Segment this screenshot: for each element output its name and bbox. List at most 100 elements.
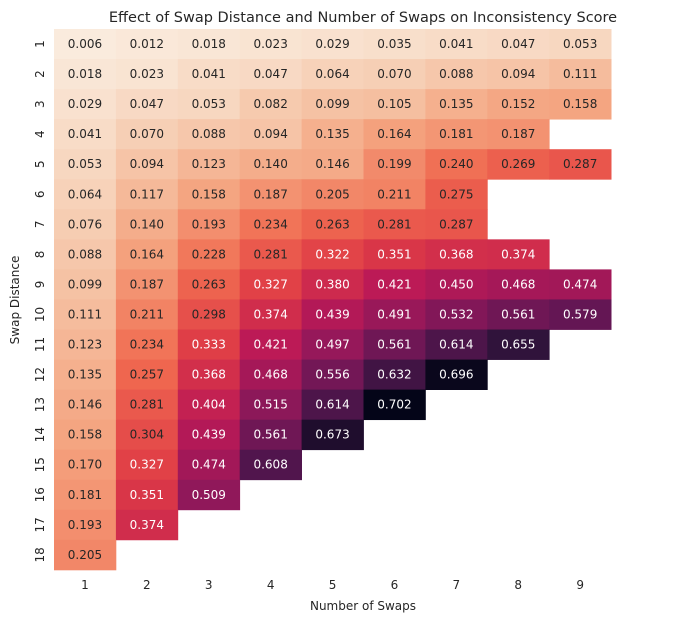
cell-value-label: 0.082	[253, 97, 287, 111]
heatmap-cell	[487, 239, 550, 270]
heatmap-cell	[115, 59, 179, 90]
heatmap-cell	[549, 89, 612, 120]
cell-value-label: 0.018	[192, 37, 226, 51]
heatmap-cell	[363, 59, 426, 90]
cell-value-label: 0.240	[439, 157, 473, 171]
y-tick-label: 14	[33, 427, 47, 442]
cell-value-label: 0.509	[192, 488, 226, 502]
heatmap-cell	[115, 209, 179, 240]
heatmap-cell	[487, 269, 550, 300]
cell-value-label: 0.111	[563, 67, 597, 81]
cell-value-label: 0.099	[315, 97, 349, 111]
cell-value-label: 0.158	[192, 187, 226, 201]
heatmap-cell	[425, 149, 488, 180]
cell-value-label: 0.556	[315, 368, 349, 382]
cell-value-label: 0.076	[68, 217, 102, 231]
heatmap-cell	[54, 59, 117, 90]
heatmap-cell	[487, 329, 550, 360]
heatmap-cell	[115, 89, 179, 120]
cell-value-label: 0.421	[377, 277, 411, 291]
heatmap-cell	[54, 449, 117, 481]
heatmap-cell	[239, 299, 302, 330]
cell-value-label: 0.632	[377, 368, 411, 382]
x-tick-label: 6	[391, 578, 399, 592]
heatmap-cells: 0.006 0.012 0.018 0.023 0.029 0.035 0.041 0.047…	[54, 29, 612, 571]
heatmap-cell	[239, 119, 302, 150]
heatmap-cell	[425, 329, 488, 360]
y-tick-label: 1	[33, 40, 47, 48]
cell-value-label: 0.047	[253, 67, 287, 81]
heatmap-cell	[177, 59, 241, 90]
cell-value-label: 0.187	[130, 277, 164, 291]
y-axis-label: Swap Distance	[8, 256, 22, 345]
heatmap-cell	[115, 179, 179, 210]
heatmap-cell	[301, 359, 364, 390]
cell-value-label: 0.117	[130, 187, 164, 201]
cell-value-label: 0.041	[439, 37, 473, 51]
cell-value-label: 0.322	[315, 247, 349, 261]
cell-value-label: 0.696	[439, 368, 473, 382]
heatmap-cell	[239, 239, 302, 270]
cell-value-label: 0.275	[439, 187, 473, 201]
heatmap-cell	[177, 449, 241, 481]
heatmap-cell	[363, 239, 426, 270]
cell-value-label: 0.532	[439, 307, 473, 321]
cell-value-label: 0.181	[68, 488, 102, 502]
heatmap-cell	[301, 419, 364, 451]
heatmap-cell	[54, 479, 117, 511]
x-tick-label: 1	[81, 578, 89, 592]
heatmap-cell	[363, 149, 426, 180]
heatmap-cell	[425, 239, 488, 270]
cell-value-label: 0.439	[192, 428, 226, 442]
x-tick-labels: 1 2 3 4 5 6 7 8 9	[81, 578, 584, 592]
heatmap-cell	[177, 299, 241, 330]
cell-value-label: 0.491	[377, 307, 411, 321]
heatmap-cell	[54, 509, 117, 541]
cell-value-label: 0.053	[192, 97, 226, 111]
heatmap-cell	[425, 209, 488, 240]
cell-value-label: 0.351	[130, 488, 164, 502]
heatmap-cell	[239, 59, 302, 90]
cell-value-label: 0.088	[192, 127, 226, 141]
heatmap-cell	[363, 119, 426, 150]
cell-value-label: 0.561	[253, 428, 287, 442]
cell-value-label: 0.374	[501, 247, 535, 261]
cell-value-label: 0.368	[192, 368, 226, 382]
y-tick-label: 6	[33, 190, 47, 198]
heatmap-cell	[363, 179, 426, 210]
heatmap-cell	[549, 299, 612, 330]
x-tick-label: 8	[514, 578, 522, 592]
heatmap-cell	[363, 359, 426, 390]
x-tick-label: 5	[329, 578, 337, 592]
cell-value-label: 0.158	[563, 97, 597, 111]
heatmap-cell	[425, 179, 488, 210]
heatmap-cell	[115, 239, 179, 270]
cell-value-label: 0.164	[130, 247, 164, 261]
heatmap-cell	[54, 149, 117, 180]
x-tick-label: 3	[205, 578, 213, 592]
cell-value-label: 0.088	[439, 67, 473, 81]
heatmap-cell	[487, 89, 550, 120]
cell-value-label: 0.614	[315, 398, 349, 412]
y-tick-label: 15	[33, 457, 47, 472]
heatmap-cell	[115, 329, 179, 360]
y-tick-label: 9	[33, 281, 47, 289]
cell-value-label: 0.263	[315, 217, 349, 231]
cell-value-label: 0.263	[192, 277, 226, 291]
heatmap-cell	[301, 29, 364, 60]
cell-value-label: 0.474	[563, 277, 597, 291]
cell-value-label: 0.281	[130, 398, 164, 412]
cell-value-label: 0.468	[501, 277, 535, 291]
y-tick-label: 13	[33, 397, 47, 412]
cell-value-label: 0.287	[563, 157, 597, 171]
heatmap-cell	[363, 269, 426, 300]
cell-value-label: 0.029	[315, 37, 349, 51]
heatmap-cell	[239, 29, 302, 60]
cell-value-label: 0.094	[253, 127, 287, 141]
cell-value-label: 0.041	[192, 67, 226, 81]
cell-value-label: 0.281	[253, 247, 287, 261]
cell-value-label: 0.515	[253, 398, 287, 412]
cell-value-label: 0.281	[377, 217, 411, 231]
cell-value-label: 0.269	[501, 157, 535, 171]
cell-value-label: 0.035	[377, 37, 411, 51]
